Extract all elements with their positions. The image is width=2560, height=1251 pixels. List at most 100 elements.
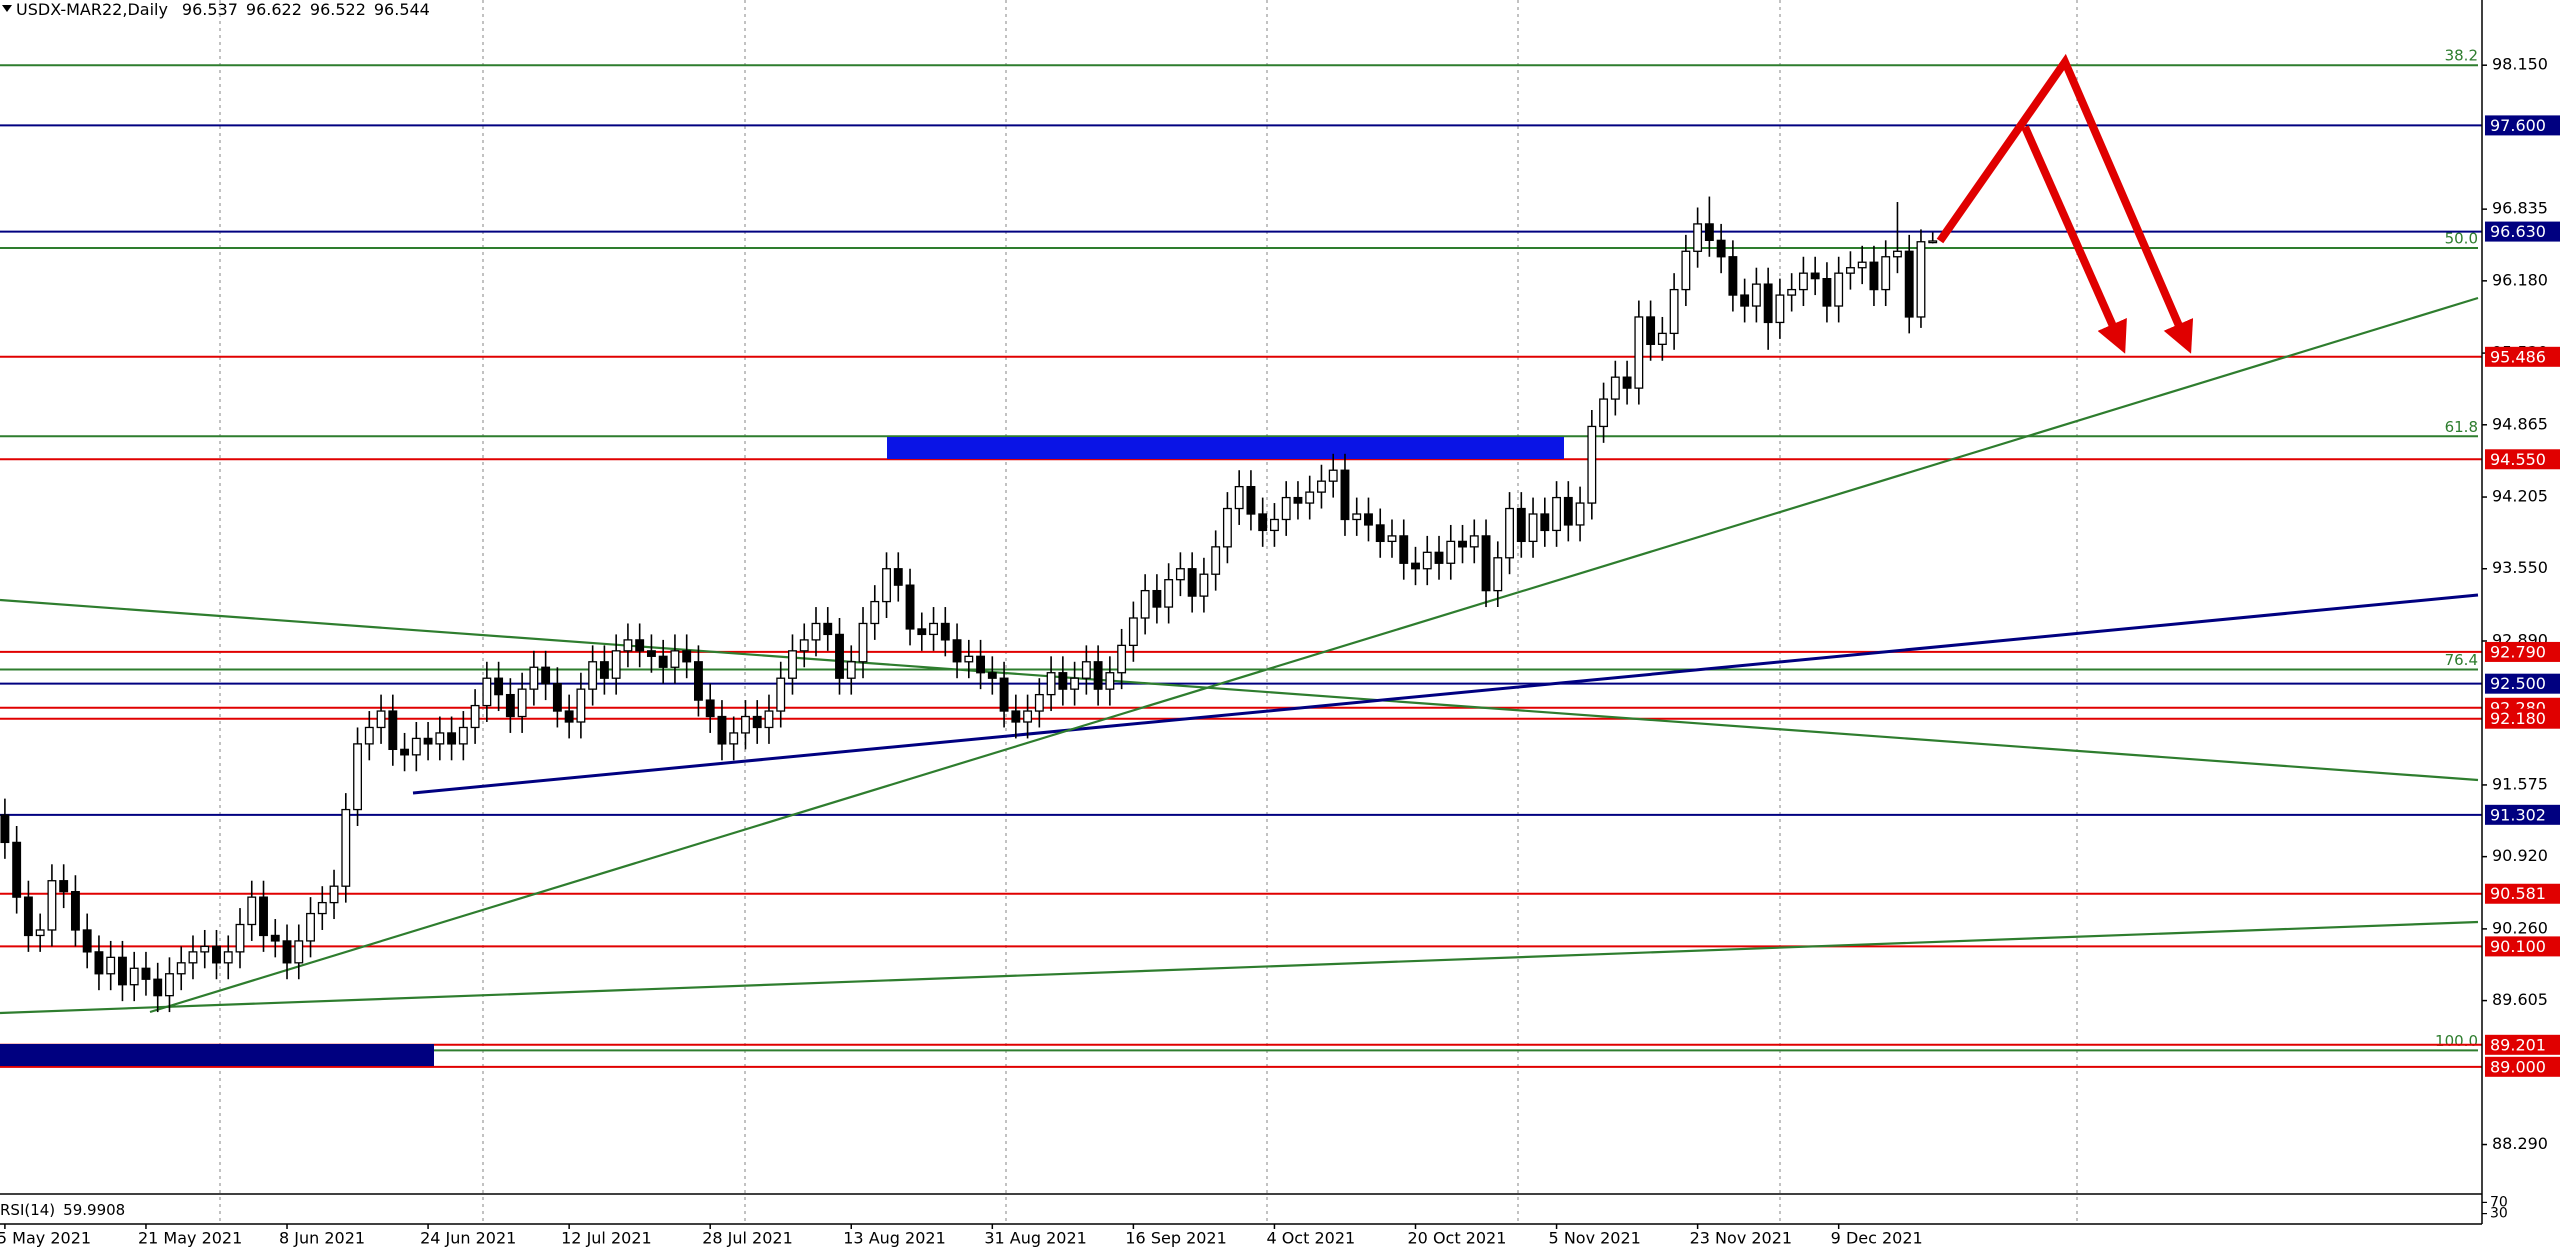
forecast-arrow (2021, 125, 2127, 354)
candle-body (1034, 693, 1044, 712)
candle-body (1411, 562, 1420, 570)
candle-body (1646, 316, 1656, 345)
candle-body (635, 639, 645, 652)
level-label: 89.000 (2490, 1057, 2546, 1076)
candle-body (952, 639, 962, 663)
zone-rectangle (887, 437, 1564, 459)
candle-body (611, 650, 621, 679)
candle-body (1740, 294, 1750, 307)
candle-body (1834, 272, 1844, 307)
candle-body (212, 945, 221, 964)
candle-body (235, 923, 245, 953)
candle-body (259, 896, 268, 937)
candle-body (188, 951, 198, 964)
candle-body (788, 650, 797, 679)
candle-body (1634, 316, 1644, 389)
rsi-tick-label: 70 (2490, 1194, 2508, 1210)
zone-rectangle (0, 1044, 434, 1066)
candle-body (1693, 223, 1703, 252)
candle-body (129, 967, 139, 986)
rsi-tick-label: 30 (2490, 1206, 2508, 1222)
candle-body (917, 628, 927, 636)
candle-body (435, 732, 445, 745)
candle-body (588, 661, 598, 690)
candle-body (1622, 376, 1632, 389)
candle-body (764, 710, 774, 729)
candle-body (200, 945, 210, 953)
candle-body (1399, 535, 1409, 564)
fib-label: 50.0 (2445, 230, 2478, 248)
candle-body (1657, 332, 1667, 345)
candle-body (329, 885, 339, 904)
candle-body (1575, 502, 1585, 526)
candle-body (1469, 535, 1479, 548)
candle-body (1117, 644, 1127, 674)
candle-body (1728, 256, 1738, 296)
candle-body (541, 666, 551, 685)
last-high: 96.622 (246, 0, 302, 19)
level-label-box (2485, 449, 2560, 470)
candle-body (247, 896, 257, 926)
candle-body (505, 693, 515, 718)
candle-body (823, 622, 833, 636)
forecast-arrows (1936, 53, 2194, 354)
candle-body (1869, 261, 1879, 291)
y-tick-label: 90.920 (2492, 846, 2548, 865)
level-lines: 38.2 50.0 61.8 76.4 100.0 (0, 47, 2482, 1068)
candle-body (1305, 491, 1315, 504)
candle-body (482, 677, 492, 707)
candle-body (1293, 496, 1303, 504)
candle-body (1822, 278, 1832, 307)
candle-body (1070, 677, 1080, 690)
candle-body (153, 978, 163, 997)
candle-body (1704, 223, 1714, 241)
candle-body (1599, 398, 1609, 428)
level-label-box (2485, 673, 2560, 694)
candle-body (741, 715, 750, 734)
candle-body (517, 688, 527, 718)
candle-body (1434, 551, 1444, 564)
trend-line (149, 296, 2479, 1014)
candle-body (59, 880, 69, 893)
candle-body (223, 951, 233, 964)
candle-body (1904, 250, 1914, 318)
candle-body (1164, 579, 1174, 608)
candle-body (1128, 617, 1138, 647)
trend-line (0, 598, 2479, 782)
candle-body (1540, 513, 1550, 532)
candle-body (576, 688, 586, 723)
candle-body (376, 710, 386, 729)
y-tick-label: 93.550 (2492, 558, 2548, 577)
candle-body (270, 934, 280, 942)
candle-body (1857, 261, 1867, 269)
candle-body (1493, 557, 1503, 592)
candle-body (976, 655, 986, 674)
candle-body (1211, 546, 1221, 575)
y-tick-label: 94.865 (2492, 414, 2548, 433)
candle-body (1928, 240, 1938, 244)
x-tick-label: 9 Dec 2021 (1831, 1229, 1923, 1248)
level-label: 91.302 (2490, 805, 2546, 824)
rsi-title: RSI(14) 59.9908 (0, 1201, 125, 1219)
candle-body (1234, 485, 1244, 510)
level-label-box (2485, 221, 2560, 242)
candle-body (682, 650, 692, 663)
candle-body (1787, 288, 1797, 296)
y-tick-label: 98.150 (2492, 55, 2548, 74)
level-label: 92.790 (2490, 642, 2546, 661)
candle-body (282, 940, 292, 964)
candle-body (846, 661, 856, 679)
candle-body (529, 666, 539, 690)
fib-label: 100.0 (2435, 1032, 2478, 1050)
candle-body (1563, 496, 1573, 526)
candle-body (1916, 241, 1926, 318)
chart-header: USDX-MAR22,Daily 96.537 96.622 96.522 96.544 (16, 0, 430, 19)
candle-body (317, 901, 327, 915)
candle-body (306, 912, 315, 942)
x-tick-label: 21 May 2021 (138, 1229, 242, 1248)
level-label-box (2485, 804, 2560, 825)
candle-body (1246, 485, 1256, 515)
candle-body (670, 650, 680, 668)
